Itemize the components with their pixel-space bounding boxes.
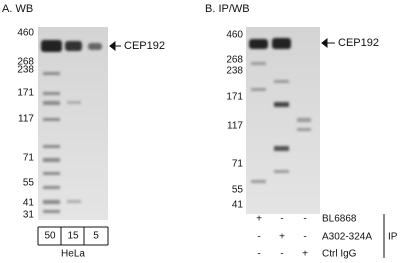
row-label: Ctrl IgG [322, 249, 357, 260]
panel-title: A. WB [2, 3, 33, 15]
sign: - [257, 232, 260, 243]
marker-label: 460 [226, 30, 243, 41]
arrow [321, 37, 335, 49]
sample-label: HeLa [61, 249, 85, 260]
lane-label: 5 [93, 231, 99, 242]
marker-label: 31 [23, 210, 35, 221]
arrow [109, 40, 121, 52]
lane-label: 15 [67, 231, 79, 242]
group-label: IP [388, 232, 398, 243]
sign: - [303, 232, 306, 243]
marker-label: 460 [17, 28, 34, 39]
marker-label: 117 [227, 121, 243, 132]
marker-label: 238 [226, 66, 243, 77]
marker-label: 55 [23, 178, 35, 189]
marker-label: 268 [226, 55, 243, 66]
row-label: A302-324A [322, 232, 372, 243]
sign: - [257, 249, 260, 260]
sign: + [256, 214, 262, 225]
panel-title: B. IP/WB [205, 3, 250, 15]
blot [38, 27, 108, 220]
sign: - [280, 249, 283, 260]
marker-label: 238 [17, 65, 34, 76]
lane-label: 50 [44, 231, 56, 242]
marker-label: 41 [232, 200, 244, 211]
marker-label: 117 [18, 114, 34, 125]
target-label: CEP192 [124, 40, 165, 52]
sign: - [280, 214, 283, 225]
marker-label: 41 [23, 198, 35, 209]
marker-label: 268 [17, 57, 34, 68]
row-label: BL6868 [322, 214, 357, 225]
marker-label: 71 [232, 159, 244, 170]
sign: - [303, 214, 306, 225]
sign: + [302, 249, 308, 260]
blot [246, 27, 320, 214]
sign: + [279, 232, 285, 243]
target-label: CEP192 [338, 37, 379, 49]
marker-label: 171 [17, 88, 34, 99]
marker-label: 71 [23, 153, 35, 164]
marker-label: 55 [232, 185, 244, 196]
lane-table [37, 226, 109, 246]
marker-label: 171 [226, 92, 243, 103]
